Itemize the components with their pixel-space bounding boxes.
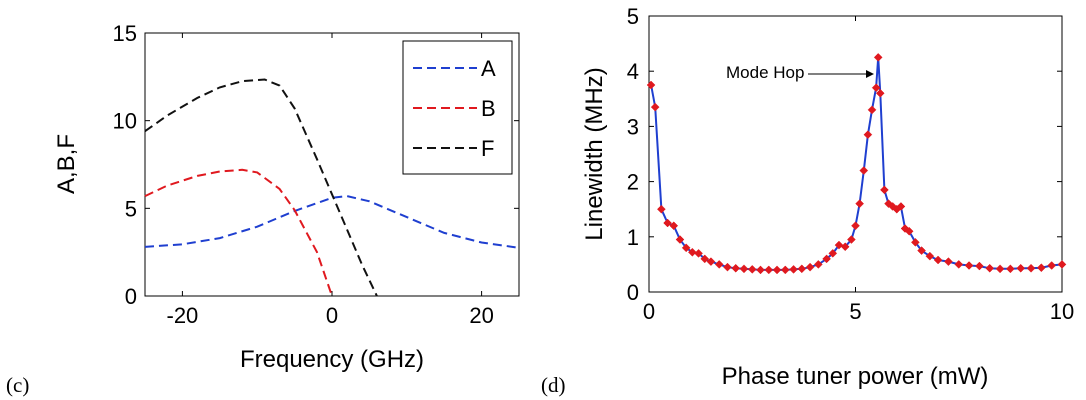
data-point-marker	[875, 88, 885, 98]
data-point-marker	[797, 264, 807, 274]
chart-c-ticks: -20 0 20 0 5 10 15	[113, 21, 519, 328]
chart-d-axes-box	[648, 15, 1063, 293]
linewidth-line	[650, 57, 1063, 271]
data-point-marker	[975, 261, 984, 271]
data-point-marker	[700, 254, 710, 264]
data-point-marker	[859, 166, 869, 175]
data-point-marker	[911, 237, 920, 247]
data-point-marker	[822, 254, 831, 264]
data-point-marker	[828, 249, 838, 258]
chart-c-xtick-label: 0	[326, 303, 338, 328]
chart-c-ytick-label: 5	[125, 196, 137, 221]
chart-d-annotation: Mode Hop	[726, 63, 874, 82]
chart-d-ytick-label: 3	[627, 114, 639, 139]
chart-d-xtick-label: 10	[1050, 299, 1074, 324]
data-point-marker	[663, 218, 672, 228]
data-point-marker	[764, 265, 774, 275]
chart-c: -20 0 20 0 5 10 15 Frequency (GHz) A,B,F ABF	[53, 21, 520, 373]
chart-c-xlabel: Frequency (GHz)	[240, 346, 424, 373]
chart-c-ytick-label: 10	[113, 109, 137, 134]
mode-hop-label: Mode Hop	[726, 63, 804, 82]
data-point-marker	[657, 204, 666, 214]
data-point-marker	[756, 265, 765, 275]
chart-d-xlabel: Phase tuner power (mW)	[722, 363, 989, 390]
data-point-marker	[694, 249, 703, 258]
data-point-marker	[925, 251, 935, 261]
chart-c-legend: ABF	[402, 40, 513, 175]
data-point-marker	[813, 260, 823, 269]
data-point-marker	[917, 246, 926, 255]
data-point-marker	[669, 221, 679, 231]
data-point-marker	[747, 265, 757, 274]
data-point-marker	[681, 243, 691, 253]
chart-c-xtick-label: -20	[167, 303, 199, 328]
data-point-marker	[904, 226, 914, 236]
legend-label-a: A	[481, 56, 496, 81]
chart-d-ytick-label: 1	[627, 225, 639, 250]
data-point-marker	[871, 83, 881, 93]
data-point-marker	[995, 264, 1005, 274]
data-point-marker	[834, 240, 844, 250]
chart-d-ytick-label: 4	[627, 59, 639, 84]
data-point-marker	[1016, 263, 1026, 273]
chart-d-ticks: 0 5 10 0 1 2 3 4 5	[627, 4, 1074, 324]
data-point-marker	[714, 260, 724, 269]
chart-d-ytick-label: 5	[627, 4, 639, 29]
data-point-marker	[805, 262, 815, 272]
chart-d: 0 5 10 0 1 2 3 4 5 Mode Hop Phase tuner power (m…	[581, 4, 1074, 390]
data-point-marker	[847, 235, 856, 244]
data-point-marker	[739, 264, 749, 274]
data-point-marker	[985, 263, 995, 273]
data-point-marker	[1057, 260, 1067, 269]
panel-label-c: (c)	[6, 373, 29, 397]
data-point-marker	[873, 53, 883, 62]
data-point-marker	[675, 235, 685, 244]
data-point-marker	[851, 221, 860, 231]
chart-d-ytick-label: 2	[627, 170, 639, 195]
data-point-marker	[772, 265, 782, 275]
data-point-marker	[789, 265, 798, 274]
data-point-marker	[896, 202, 906, 211]
data-point-marker	[867, 105, 877, 115]
data-point-marker	[706, 257, 716, 266]
data-point-marker	[855, 199, 864, 209]
data-point-marker	[964, 261, 974, 270]
data-point-marker	[688, 247, 697, 257]
series-a-line	[144, 195, 520, 249]
data-point-marker	[880, 185, 889, 195]
chart-d-lines	[646, 53, 1067, 275]
chart-d-ylabel: Linewidth (MHz)	[581, 67, 608, 240]
data-point-marker	[1036, 263, 1046, 273]
chart-c-ylabel: A,B,F	[53, 134, 80, 194]
chart-c-lines	[144, 78, 520, 297]
chart-c-ytick-label: 15	[113, 21, 137, 46]
chart-c-xtick-label: 20	[469, 303, 493, 328]
data-point-marker	[1047, 261, 1057, 270]
data-point-marker	[731, 263, 741, 273]
data-point-marker	[933, 255, 943, 265]
data-point-marker	[840, 242, 850, 252]
data-point-marker	[863, 130, 873, 140]
data-point-marker	[1006, 264, 1015, 274]
data-point-marker	[646, 80, 656, 90]
legend-label-b: B	[481, 96, 496, 121]
chart-d-xtick-label: 0	[643, 299, 655, 324]
series-f-line	[144, 78, 378, 297]
chart-d-ytick-label: 0	[627, 280, 639, 305]
legend-label-f: F	[481, 136, 494, 161]
data-point-marker	[944, 257, 953, 266]
data-point-marker	[780, 265, 790, 275]
panel-label-d: (d)	[541, 373, 566, 397]
data-point-marker	[723, 262, 732, 272]
series-b-line	[144, 168, 333, 297]
data-point-marker	[1026, 263, 1036, 273]
chart-c-ytick-label: 0	[125, 284, 137, 309]
data-point-marker	[954, 260, 964, 269]
chart-d-xtick-label: 5	[849, 299, 861, 324]
data-point-marker	[650, 102, 660, 112]
